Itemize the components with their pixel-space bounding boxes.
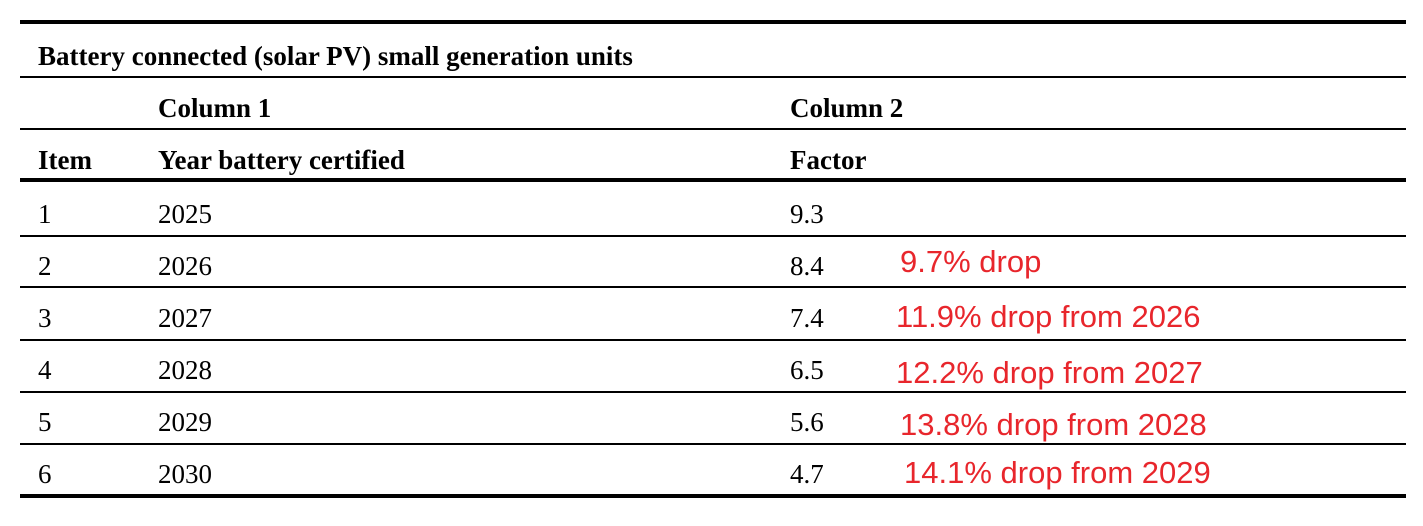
caption-rule: [20, 76, 1406, 78]
cell-annotation: 9.7% drop: [900, 244, 1042, 279]
cell-annotation: 14.1% drop from 2029: [904, 455, 1211, 490]
cell-item: 4: [38, 355, 52, 385]
cell-item: 2: [38, 251, 52, 281]
table-bottom-rule: [20, 494, 1406, 498]
row-rule-4: [20, 391, 1406, 393]
cell-annotation: 11.9% drop from 2026: [896, 299, 1201, 334]
header-year: Year battery certified: [158, 145, 405, 175]
column-group-1: Column 1: [158, 93, 272, 123]
header-item: Item: [38, 145, 92, 175]
cell-year: 2028: [158, 355, 212, 385]
cell-item: 3: [38, 303, 52, 333]
cell-year: 2029: [158, 407, 212, 437]
cell-year: 2025: [158, 199, 212, 229]
table-caption: Battery connected (solar PV) small gener…: [38, 41, 633, 71]
cell-year: 2026: [158, 251, 212, 281]
header-rule: [20, 178, 1406, 182]
cell-item: 1: [38, 199, 52, 229]
column-group-rule: [20, 128, 1406, 130]
cell-annotation: 12.2% drop from 2027: [896, 355, 1203, 390]
cell-item: 6: [38, 459, 52, 489]
cell-item: 5: [38, 407, 52, 437]
cell-factor: 5.6: [790, 407, 824, 437]
table-top-rule: [20, 20, 1406, 24]
cell-factor: 7.4: [790, 303, 824, 333]
cell-annotation: 13.8% drop from 2028: [900, 407, 1207, 442]
row-rule-3: [20, 339, 1406, 341]
cell-factor: 9.3: [790, 199, 824, 229]
cell-factor: 6.5: [790, 355, 824, 385]
row-rule-2: [20, 286, 1406, 288]
factor-table: Battery connected (solar PV) small gener…: [20, 20, 1406, 500]
row-rule-5: [20, 443, 1406, 445]
cell-year: 2027: [158, 303, 212, 333]
header-factor: Factor: [790, 145, 867, 175]
column-group-2: Column 2: [790, 93, 904, 123]
cell-year: 2030: [158, 459, 212, 489]
cell-factor: 8.4: [790, 251, 824, 281]
cell-factor: 4.7: [790, 459, 824, 489]
row-rule-1: [20, 235, 1406, 237]
